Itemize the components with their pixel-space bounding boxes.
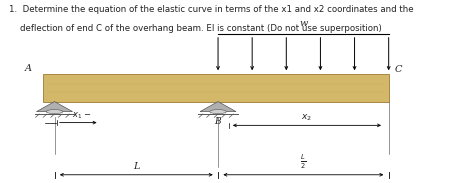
Ellipse shape (46, 110, 63, 114)
Text: 1.  Determine the equation of the elastic curve in terms of the x1 and x2 coordi: 1. Determine the equation of the elastic… (9, 5, 414, 14)
Text: ─ $x_1$ ─: ─ $x_1$ ─ (65, 110, 91, 121)
Polygon shape (200, 102, 236, 112)
Text: L: L (133, 162, 139, 171)
Text: A: A (25, 64, 32, 73)
Ellipse shape (210, 110, 227, 114)
Text: deflection of end C of the overhang beam. EI is constant (Do not use superpositi: deflection of end C of the overhang beam… (9, 24, 382, 33)
Text: w: w (299, 19, 308, 28)
Bar (43, 74, 389, 102)
Text: $\frac{L}{2}$: $\frac{L}{2}$ (300, 153, 307, 171)
Text: $x_2$: $x_2$ (301, 112, 312, 123)
Text: B: B (214, 117, 220, 126)
Polygon shape (36, 102, 73, 112)
Text: C: C (394, 65, 402, 74)
